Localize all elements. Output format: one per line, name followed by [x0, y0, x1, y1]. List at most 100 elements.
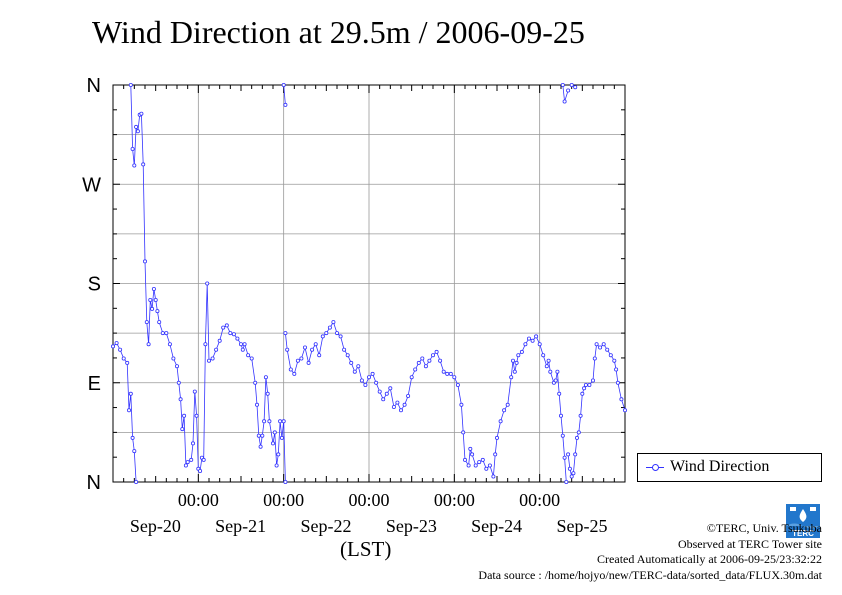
data-point	[176, 380, 181, 385]
credit-source: Data source : /home/hojyo/new/TERC-data/…	[478, 567, 822, 582]
data-point	[349, 360, 354, 365]
data-point	[132, 449, 137, 454]
data-point	[498, 419, 503, 424]
data-point	[295, 358, 300, 363]
data-point	[217, 338, 222, 343]
data-point	[601, 342, 606, 347]
data-point	[121, 356, 126, 361]
data-point	[155, 309, 160, 314]
data-point	[238, 342, 243, 347]
data-point	[445, 371, 450, 376]
data-point	[224, 323, 229, 328]
data-point	[185, 460, 190, 465]
data-point	[206, 358, 211, 363]
data-point	[134, 479, 139, 484]
data-point	[619, 397, 624, 402]
data-point	[573, 85, 578, 90]
data-point	[427, 358, 432, 363]
data-point	[413, 367, 418, 372]
series-line	[562, 84, 569, 102]
data-point	[134, 124, 139, 129]
data-point	[327, 325, 332, 330]
logo-text: TERC	[792, 529, 814, 538]
x-tick-date-label: Sep-22	[301, 516, 352, 536]
data-point	[416, 360, 421, 365]
data-point	[623, 408, 628, 413]
data-point	[118, 347, 123, 352]
data-point	[299, 356, 304, 361]
data-point	[150, 306, 155, 311]
data-point	[142, 259, 147, 264]
data-point	[566, 88, 571, 93]
data-point	[274, 463, 279, 468]
data-point	[523, 342, 528, 347]
data-point	[148, 297, 153, 302]
x-tick-time-label: 00:00	[434, 490, 475, 510]
data-point	[608, 353, 613, 358]
data-point	[256, 433, 261, 438]
data-point	[555, 369, 560, 374]
data-point	[560, 83, 565, 88]
x-tick-time-label: 00:00	[348, 490, 389, 510]
data-point	[537, 342, 542, 347]
data-point	[420, 356, 425, 361]
data-point	[235, 336, 240, 341]
data-point	[473, 463, 478, 468]
data-point	[534, 334, 539, 339]
data-point	[270, 441, 275, 446]
data-point	[562, 99, 567, 104]
data-point	[135, 129, 140, 134]
data-point	[381, 397, 386, 402]
data-point	[146, 342, 151, 347]
data-point	[505, 402, 510, 407]
data-point	[438, 358, 443, 363]
data-point	[302, 345, 307, 350]
data-point	[288, 367, 293, 372]
data-point	[592, 356, 597, 361]
data-point	[178, 397, 183, 402]
data-point	[430, 353, 435, 358]
data-point	[132, 163, 137, 168]
data-point	[493, 452, 498, 457]
data-point	[502, 408, 507, 413]
data-point	[345, 353, 350, 358]
data-point	[254, 402, 259, 407]
data-point	[221, 325, 226, 330]
data-point	[278, 419, 283, 424]
data-point	[566, 452, 571, 457]
data-point	[455, 382, 460, 387]
data-point	[402, 402, 407, 407]
data-point	[560, 433, 565, 438]
data-point	[462, 457, 467, 462]
data-point	[569, 83, 574, 88]
data-point	[562, 455, 567, 460]
data-point	[141, 162, 146, 167]
data-point	[231, 332, 236, 337]
x-tick-time-label: 00:00	[263, 490, 304, 510]
data-point	[398, 408, 403, 413]
data-point	[487, 463, 492, 468]
data-point	[190, 441, 195, 446]
data-point	[484, 466, 489, 471]
data-point	[582, 386, 587, 391]
data-point	[130, 435, 135, 440]
data-point	[164, 331, 169, 336]
data-point	[331, 320, 336, 325]
y-tick-label: N	[87, 75, 101, 97]
data-point	[598, 345, 603, 350]
data-point	[559, 413, 564, 418]
data-point	[580, 391, 585, 396]
x-tick-date-label: Sep-25	[557, 516, 608, 536]
data-point	[167, 342, 172, 347]
data-point	[160, 331, 165, 336]
data-point	[391, 404, 396, 409]
data-point	[546, 358, 551, 363]
data-point	[267, 419, 272, 424]
data-point	[198, 468, 203, 473]
data-point	[530, 338, 535, 343]
y-tick-label: S	[88, 274, 101, 296]
data-point	[246, 353, 251, 358]
data-point	[153, 297, 158, 302]
data-point	[125, 360, 130, 365]
data-point	[510, 358, 515, 363]
